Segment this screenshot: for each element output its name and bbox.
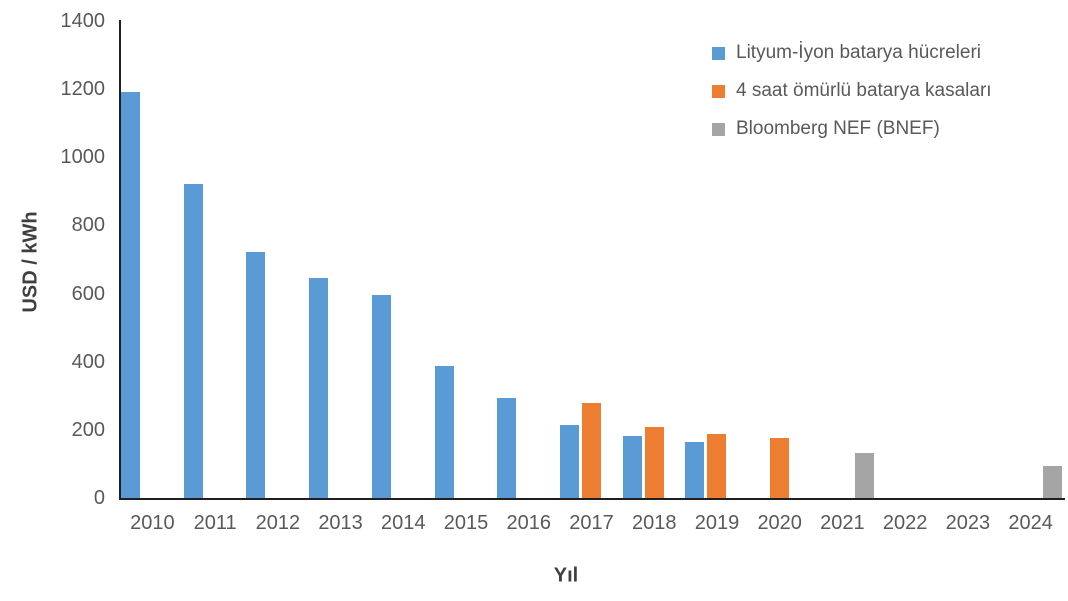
bar-lityum-iyon-hucre-2012 (246, 251, 266, 499)
x-axis-line (119, 498, 1065, 500)
legend-item-lityum-iyon-hucre: Lityum-İyon batarya hücreleri (712, 34, 992, 72)
x-tick-label: 2012 (255, 512, 301, 534)
x-tick-label: 2020 (757, 512, 802, 534)
x-tick-label: 2011 (193, 512, 237, 534)
x-tick-label: 2017 (569, 512, 614, 534)
bar-lityum-iyon-hucre-2015 (434, 366, 454, 499)
y-tick-label: 0 (93, 487, 105, 510)
legend: Lityum-İyon batarya hücreleri 4 saat ömür… (712, 34, 992, 148)
x-axis-title: Yıl (553, 564, 579, 587)
y-tick-label: 1400 (60, 10, 106, 33)
y-tick-label: 200 (71, 418, 105, 441)
legend-label: Lityum-İyon batarya hücreleri (736, 42, 981, 63)
y-axis-line (119, 20, 121, 500)
legend-label: 4 saat ömürlü batarya kasaları (736, 80, 992, 101)
x-tick-label: 2019 (694, 512, 740, 534)
legend-item-4-saat-kasa: 4 saat ömürlü batarya kasaları (712, 72, 992, 110)
y-tick-label: 1000 (60, 146, 106, 169)
bar-lityum-iyon-hucre-2014 (371, 294, 391, 499)
bar-4-saat-kasa-2020 (770, 438, 790, 499)
bar-bloomberg-nef-2024 (1043, 465, 1063, 499)
bar-lityum-iyon-hucre-2018 (622, 436, 642, 499)
x-tick-label: 2013 (318, 512, 363, 534)
legend-swatch-icon (712, 122, 725, 136)
x-tick-label: 2016 (506, 512, 552, 534)
y-tick-label: 1200 (60, 78, 106, 101)
x-tick-label: 2014 (381, 512, 426, 534)
x-tick-label: 2010 (130, 512, 175, 534)
x-tick-label: 2023 (945, 512, 991, 534)
y-tick-label: 800 (71, 214, 105, 237)
y-tick-label: 600 (71, 282, 105, 305)
bar-4-saat-kasa-2017 (582, 402, 601, 499)
bar-lityum-iyon-hucre-2017 (560, 424, 579, 499)
x-tick-label: 2022 (882, 512, 928, 534)
legend-swatch-icon (712, 84, 725, 98)
bar-lityum-iyon-hucre-2013 (309, 277, 329, 499)
bar-bloomberg-nef-2021 (854, 453, 874, 499)
bar-lityum-iyon-hucre-2016 (497, 398, 517, 499)
legend-item-bloomberg-nef: Bloomberg NEF (BNEF) (712, 110, 992, 148)
bar-4-saat-kasa-2018 (644, 426, 664, 499)
legend-label: Bloomberg NEF (BNEF) (736, 118, 940, 139)
bar-lityum-iyon-hucre-2019 (685, 442, 705, 499)
bar-lityum-iyon-hucre-2010 (120, 91, 140, 499)
x-tick-label: 2018 (631, 512, 677, 534)
x-tick-label: 2021 (820, 512, 865, 534)
bar-lityum-iyon-hucre-2011 (183, 183, 203, 499)
legend-swatch-icon (712, 46, 725, 60)
x-tick-label: 2015 (443, 512, 489, 534)
bar-4-saat-kasa-2019 (707, 434, 727, 499)
x-tick-label: 2024 (1008, 512, 1053, 534)
y-tick-label: 400 (71, 350, 105, 373)
